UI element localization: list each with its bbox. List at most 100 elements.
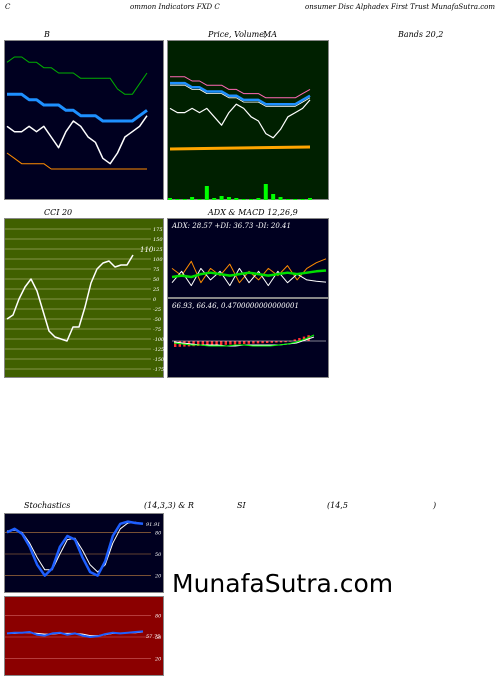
volume-bar: [308, 198, 312, 200]
stoch-title: Stochastics: [24, 501, 71, 510]
rsi-line: [6, 630, 144, 638]
stoch-chart: 80 50 20 91.91: [5, 520, 162, 580]
bands-price-line: [6, 115, 148, 165]
ma-title: MA: [263, 30, 277, 39]
volume-bar: [249, 199, 254, 200]
cci-tick-label: -100: [153, 337, 165, 343]
macd-hist-bar: [174, 341, 177, 347]
cci-value-label: 110: [140, 246, 154, 254]
cci-tick-label: -75: [153, 327, 161, 333]
header-left: ommon Indicators FXD C: [130, 3, 220, 11]
price-chart: [168, 76, 312, 200]
ma-line-2: [170, 84, 311, 107]
stoch-tick-label: 50: [155, 552, 162, 558]
rsi-panel: 80 50 20 57.75: [4, 596, 164, 676]
volume-bar: [293, 199, 298, 200]
volume-bar: [175, 199, 180, 200]
volume-bar: [219, 196, 224, 200]
watermark: MunafaSutra.com: [172, 569, 394, 598]
macd-panel: 66.93, 66.46, 0.4700000000000001: [167, 298, 329, 378]
cci-tick-label: 175: [153, 227, 163, 233]
volume-bar: [168, 198, 172, 200]
rsi-tick-label: 20: [154, 657, 162, 663]
cci-tick-label: 100: [153, 257, 163, 263]
volume-bar: [182, 199, 187, 200]
bands-chart: [6, 56, 148, 170]
rsi-params: (14,5: [327, 501, 348, 510]
stoch-value-label: 91.91: [146, 522, 160, 528]
volume-bar: [263, 184, 268, 200]
volume-bar: [300, 199, 305, 200]
macd-chart: 66.93, 66.46, 0.4700000000000001: [172, 302, 326, 347]
header-right: onsumer Disc Alphadex First Trust Munafa…: [305, 3, 495, 11]
volume-bar: [256, 198, 261, 200]
stoch-tick-label: 20: [154, 574, 162, 580]
macd-hist-bar: [307, 335, 310, 341]
cci-tick-label: 0: [153, 297, 157, 303]
volume-bar: [212, 198, 217, 200]
cci-title: CCI 20: [44, 208, 73, 217]
price-line: [169, 99, 311, 139]
macd-hist-bar: [298, 338, 301, 341]
adx-panel: ADX: 28.57 +DI: 36.73 -DI: 20.41: [167, 218, 329, 298]
rsi-tick-label: 50: [155, 635, 162, 641]
rsi-tick-label: 80: [155, 613, 162, 619]
ma-line-1: [170, 76, 311, 99]
macd-hist-bar: [224, 341, 227, 345]
cci-tick-label: 75: [153, 267, 159, 273]
macd-hist-bar: [275, 341, 278, 343]
macd-hist-bar: [247, 341, 250, 344]
price-title: Price, Volume,: [208, 30, 267, 39]
bands-lower-line: [6, 152, 147, 170]
volume-bar: [190, 197, 195, 200]
header-c: C: [5, 3, 11, 11]
macd-hist-bar: [197, 341, 200, 346]
adx-text: ADX: 28.57 +DI: 36.73 -DI: 20.41: [171, 222, 291, 230]
rsi-chart: 80 50 20 57.75: [5, 613, 162, 663]
bands-title-b: B: [44, 30, 50, 39]
volume-bar: [204, 186, 209, 200]
macd-hist-bar: [192, 341, 195, 347]
volume-bar: [271, 194, 276, 200]
macd-hist-bar: [266, 341, 269, 343]
macd-line: [173, 334, 315, 347]
macd-hist-bar: [256, 341, 260, 344]
cci-panel: 175 150 125 100 75 50 25 0 -25 -50 -75 -100 -125 -150…: [4, 218, 165, 378]
rsi-title: SI: [237, 501, 246, 510]
stoch-panel: 80 50 20 91.91: [4, 513, 164, 593]
macd-text: 66.93, 66.46, 0.4700000000000001: [172, 302, 299, 310]
cci-line: [6, 254, 134, 342]
volume-bar: [285, 199, 290, 200]
bands-panel: [4, 40, 164, 200]
macd-hist-bar: [233, 341, 237, 345]
stoch-params: (14,3,3) & R: [144, 501, 194, 510]
macd-hist-bar: [252, 341, 255, 344]
cci-tick-label: -175: [153, 367, 164, 373]
ma-long-line: [169, 145, 311, 151]
volume-bar: [226, 197, 231, 200]
rsi-value-label: 57.75: [146, 634, 160, 640]
macd-hist-bar: [284, 341, 287, 343]
cci-tick-label: 125: [153, 247, 163, 253]
bands-upper-line: [6, 56, 148, 95]
volume-bar: [234, 198, 239, 200]
macd-hist-bar: [302, 336, 306, 341]
macd-hist-bar: [201, 341, 204, 346]
cci-tick-label: -150: [153, 357, 165, 363]
volume-bar: [241, 199, 246, 200]
macd-hist-bar: [261, 341, 264, 344]
macd-hist-bar: [270, 341, 273, 343]
price-panel: [167, 40, 329, 200]
volume-bar: [278, 197, 283, 200]
macd-hist-bar: [206, 341, 209, 346]
macd-hist-bar: [243, 341, 246, 344]
macd-hist-bar: [293, 339, 296, 341]
macd-hist-bar: [215, 341, 218, 346]
adx-title: ADX & MACD 12,26,9: [208, 208, 298, 217]
macd-hist-bar: [229, 341, 232, 345]
adx-chart: ADX: 28.57 +DI: 36.73 -DI: 20.41: [171, 222, 327, 287]
macd-hist-bar: [210, 341, 214, 346]
cci-tick-label: -50: [153, 317, 162, 323]
rsi-close: ): [433, 501, 437, 510]
cci-tick-label: 25: [152, 287, 159, 293]
